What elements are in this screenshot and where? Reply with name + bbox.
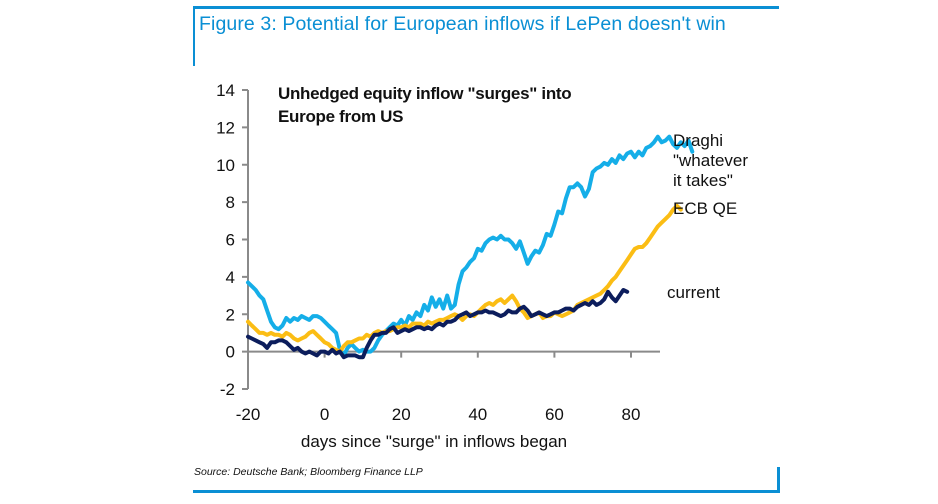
y-tick-label: 14 xyxy=(216,81,235,100)
y-axis: -2 0 2 4 6 8 10 12 14 xyxy=(216,81,249,399)
y-tick-label: 10 xyxy=(216,156,235,175)
series-line-draghi xyxy=(246,134,695,358)
x-tick-label: 20 xyxy=(392,405,411,424)
series-label-draghi: Draghi xyxy=(673,131,723,150)
x-axis-title: days since "surge" in inflows began xyxy=(301,432,567,451)
x-tick-label: 80 xyxy=(622,405,641,424)
figure-frame-top xyxy=(193,6,779,9)
x-axis: -20 0 20 40 60 80 xyxy=(236,350,660,424)
y-tick-label: 12 xyxy=(216,118,235,137)
figure-title: Figure 3: Potential for European inflows… xyxy=(199,13,726,35)
series-layer xyxy=(246,134,695,360)
y-tick-label: 6 xyxy=(226,231,235,250)
y-tick-label: 2 xyxy=(226,305,235,324)
figure-frame-right xyxy=(777,467,780,493)
x-tick-label: 60 xyxy=(545,405,564,424)
series-line-ecb-qe xyxy=(246,203,683,354)
x-tick-label: 0 xyxy=(320,405,329,424)
y-tick-label: 4 xyxy=(226,268,235,287)
series-label-draghi: "whatever xyxy=(673,151,748,170)
y-tick-label: 8 xyxy=(226,193,235,212)
series-label-ecb-qe: ECB QE xyxy=(673,199,737,218)
chart-title-line-1: Unhedged equity inflow "surges" into xyxy=(278,84,571,103)
y-tick-label: 0 xyxy=(226,343,235,362)
figure-frame-left xyxy=(193,6,195,66)
x-tick-label: -20 xyxy=(236,405,261,424)
source-note: Source: Deutsche Bank; Bloomberg Finance… xyxy=(194,466,423,478)
x-tick-label: 40 xyxy=(468,405,487,424)
figure-frame-bottom xyxy=(193,490,780,493)
series-label-current: current xyxy=(667,283,720,302)
y-tick-label: -2 xyxy=(220,380,235,399)
chart-title-line-2: Europe from US xyxy=(278,107,403,126)
series-line-current xyxy=(246,288,630,360)
series-label-draghi: it takes" xyxy=(673,171,733,190)
